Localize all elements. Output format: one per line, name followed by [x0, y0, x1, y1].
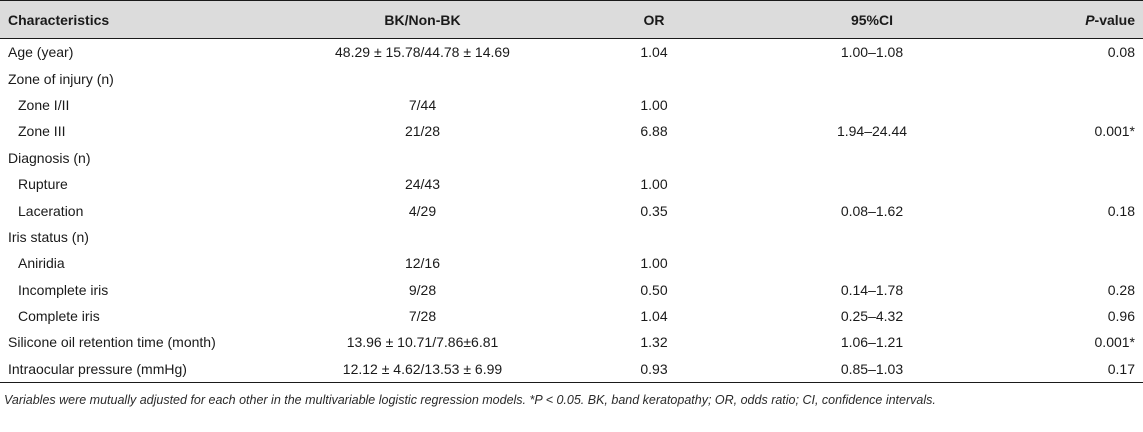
row-ci [763, 171, 981, 197]
row-p [981, 65, 1143, 91]
row-bk: 12/16 [404, 255, 441, 272]
row-ci: 0.14–1.78 [840, 281, 904, 298]
row-bk: 7/28 [408, 308, 437, 325]
row-or [545, 65, 763, 91]
row-ci [763, 92, 981, 118]
header-ci: 95%CI [763, 0, 981, 39]
row-p: 0.18 [1107, 202, 1135, 219]
row-label: Complete iris [18, 308, 100, 325]
row-ci: 1.00–1.08 [840, 44, 904, 61]
row-or [545, 145, 763, 171]
table-row: Intraocular pressure (mmHg) 12.12 ± 4.62… [0, 355, 1143, 384]
row-label: Silicone oil retention time (month) [8, 334, 216, 351]
row-p [981, 224, 1143, 250]
header-p-italic: P [1085, 11, 1095, 28]
row-or: 1.00 [640, 176, 668, 193]
row-ci [763, 65, 981, 91]
row-bk [300, 224, 545, 250]
row-or: 0.50 [640, 281, 668, 298]
table-row: Complete iris 7/28 1.04 0.25–4.32 0.96 [0, 303, 1143, 329]
table-row: Incomplete iris 9/28 0.50 0.14–1.78 0.28 [0, 277, 1143, 303]
table-footnote: Variables were mutually adjusted for eac… [4, 393, 936, 408]
row-bk: 13.96 ± 10.71/7.86±6.81 [346, 334, 499, 351]
row-label: Intraocular pressure (mmHg) [0, 355, 300, 384]
row-or: 6.88 [640, 123, 668, 140]
row-label: Zone I/II [18, 96, 70, 113]
row-p [981, 171, 1143, 197]
row-or: 1.00 [640, 96, 668, 113]
row-or [545, 224, 763, 250]
row-bk [300, 65, 545, 91]
table-row: Zone of injury (n) [0, 65, 1143, 91]
table-header: Characteristics BK/Non-BK OR 95%CI P-val… [0, 0, 1143, 39]
row-ci: 1.94–24.44 [836, 123, 908, 140]
row-ci [763, 250, 981, 276]
row-bk: 48.29 ± 15.78/44.78 ± 14.69 [335, 44, 510, 61]
table-row: Age (year) 48.29 ± 15.78/44.78 ± 14.69 1… [0, 39, 1143, 66]
header-characteristics: Characteristics [0, 0, 300, 39]
results-table: Characteristics BK/Non-BK OR 95%CI P-val… [0, 0, 1143, 384]
row-label: Zone III [18, 123, 66, 140]
header-or: OR [545, 0, 763, 39]
row-label: Rupture [18, 176, 68, 193]
row-or: 0.93 [545, 355, 763, 384]
row-p [981, 145, 1143, 171]
table-body: Age (year) 48.29 ± 15.78/44.78 ± 14.69 1… [0, 39, 1143, 384]
row-p: 0.001* [1094, 334, 1135, 351]
table-row: Zone I/II 7/44 1.00 [0, 92, 1143, 118]
row-p [981, 92, 1143, 118]
row-ci: 1.06–1.21 [840, 334, 904, 351]
row-bk: 7/44 [408, 96, 437, 113]
row-or: 1.00 [640, 255, 668, 272]
table-row: Rupture 24/43 1.00 [0, 171, 1143, 197]
row-label: Aniridia [18, 255, 65, 272]
row-p: 0.08 [1107, 44, 1135, 61]
row-bk: 24/43 [404, 176, 441, 193]
row-label: Laceration [18, 202, 84, 219]
row-p: 0.28 [1107, 281, 1135, 298]
row-ci: 0.25–4.32 [840, 308, 904, 325]
row-p: 0.001* [1094, 123, 1135, 140]
table-row: Laceration 4/29 0.35 0.08–1.62 0.18 [0, 197, 1143, 223]
header-bk-nonbk: BK/Non-BK [300, 0, 545, 39]
row-bk: 4/29 [408, 202, 437, 219]
row-or: 1.04 [640, 308, 668, 325]
row-p [981, 250, 1143, 276]
row-ci: 0.85–1.03 [763, 355, 981, 384]
row-bk [300, 145, 545, 171]
row-p: 0.96 [1107, 308, 1135, 325]
row-ci: 0.08–1.62 [840, 202, 904, 219]
row-bk: 9/28 [408, 281, 437, 298]
row-or: 0.35 [640, 202, 668, 219]
table-row: Diagnosis (n) [0, 145, 1143, 171]
row-ci [763, 224, 981, 250]
table-row: Aniridia 12/16 1.00 [0, 250, 1143, 276]
row-label: Iris status (n) [8, 228, 89, 245]
row-label: Age (year) [8, 44, 74, 61]
table-row: Iris status (n) [0, 224, 1143, 250]
row-or: 1.04 [640, 44, 668, 61]
table-row: Silicone oil retention time (month) 13.9… [0, 329, 1143, 355]
row-label: Zone of injury (n) [8, 70, 114, 87]
header-p-value: P-value [981, 0, 1143, 39]
row-label: Incomplete iris [18, 281, 109, 298]
table-row: Zone III 21/28 6.88 1.94–24.44 0.001* [0, 118, 1143, 144]
row-or: 1.32 [640, 334, 668, 351]
header-row: Characteristics BK/Non-BK OR 95%CI P-val… [0, 0, 1143, 39]
row-ci [763, 145, 981, 171]
row-label: Diagnosis (n) [8, 149, 91, 166]
row-p: 0.17 [981, 355, 1143, 384]
row-bk: 21/28 [404, 123, 441, 140]
header-p-rest: -value [1094, 11, 1135, 28]
row-bk: 12.12 ± 4.62/13.53 ± 6.99 [300, 355, 545, 384]
